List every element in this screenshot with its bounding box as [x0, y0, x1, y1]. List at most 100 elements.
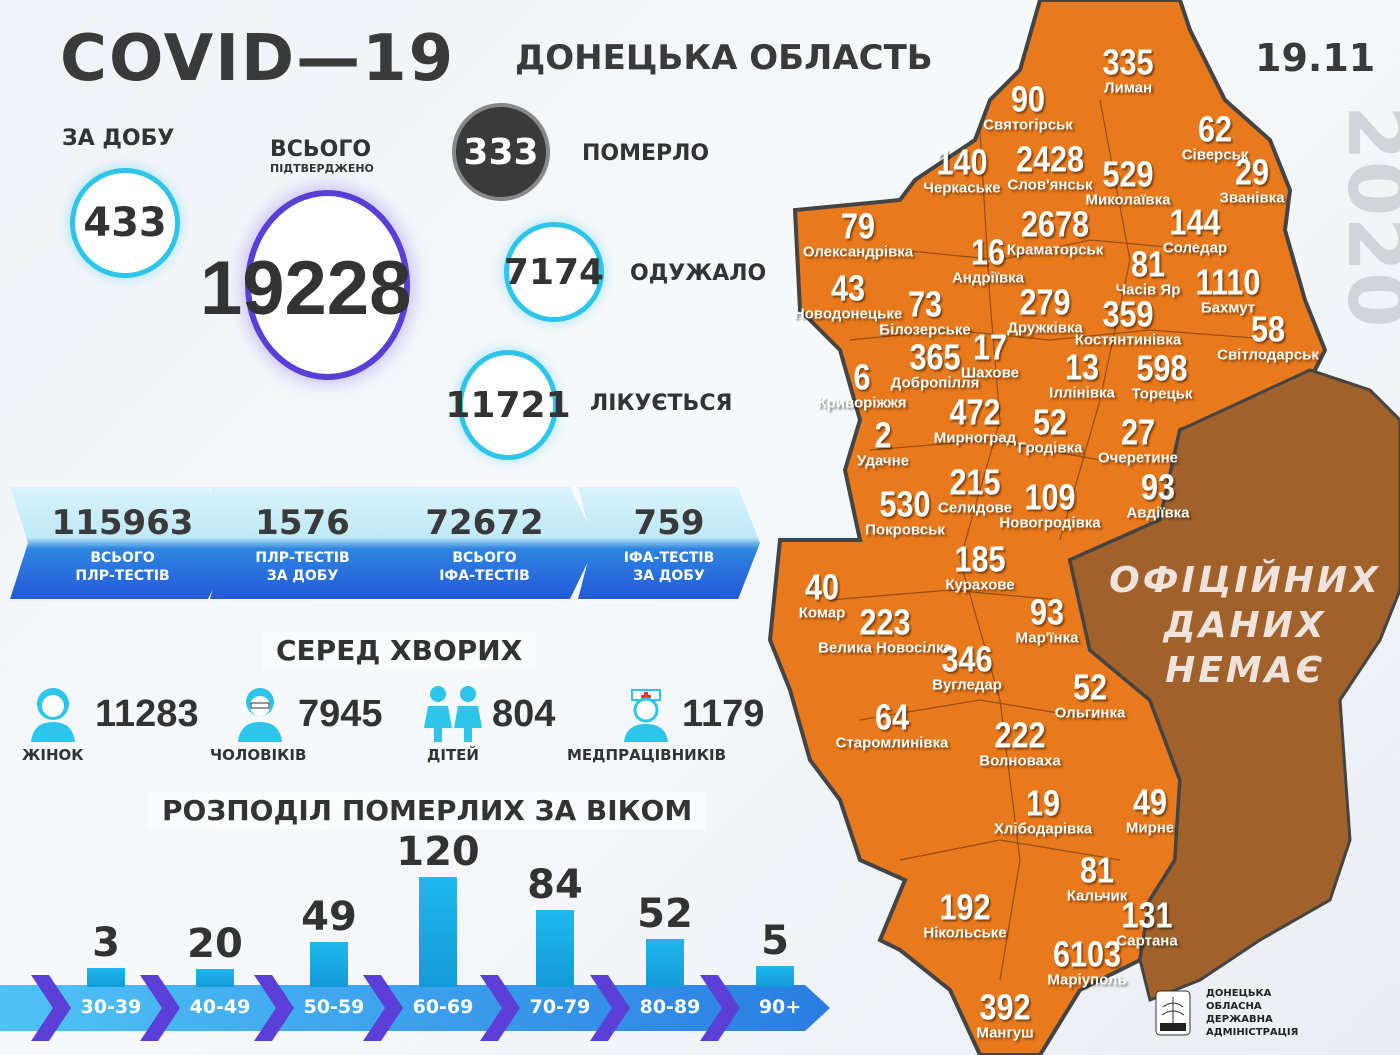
test-caption: ЗА ДОБУ [266, 568, 339, 584]
region-value: 81 [1130, 243, 1166, 285]
bar-value-label: 49 [301, 893, 357, 940]
died-value: 333 [452, 103, 550, 201]
region-value: 27 [1120, 411, 1156, 453]
region-value: 13 [1064, 346, 1100, 388]
region-value: 90 [1010, 78, 1046, 120]
bar-50-59 [310, 941, 348, 987]
region-value: 335 [1102, 41, 1154, 83]
region-name: Нікольське [923, 924, 1007, 942]
logo-text: ДЕРЖАВНА [1206, 1014, 1273, 1025]
map-region-label: 109 Новогродівка [999, 476, 1100, 531]
region-name: Мангуш [976, 1024, 1034, 1042]
region-name: Олександрівка [802, 243, 914, 261]
map-region-label: 6103 Маріуполь [1047, 936, 1127, 989]
region-value: 472 [949, 391, 1001, 433]
map-region-label: 40 Комар [798, 569, 846, 622]
region-name: Іллінівка [1049, 384, 1115, 402]
age-category-label: 50-59 [303, 996, 365, 1018]
region-name: Маріуполь [1047, 971, 1127, 989]
region-value: 192 [939, 886, 991, 928]
region-name: Слов'янськ [1007, 176, 1093, 194]
map-region-label: 49 Мирне [1125, 781, 1175, 837]
region-name: Костянтинівка [1074, 331, 1182, 349]
region-value: 346 [941, 638, 993, 680]
test-value: 115963 [51, 503, 194, 543]
region-name: Курахове [945, 576, 1015, 594]
age-axis-bar [0, 985, 830, 1031]
test-caption: ВСЬОГО [90, 550, 155, 566]
daily-value: 433 [70, 168, 180, 278]
report-date: 19.11 [1255, 36, 1376, 80]
region-value: 52 [1072, 666, 1108, 708]
region-name: Сіверськ [1181, 146, 1249, 164]
region-name: Авдіївка [1126, 504, 1190, 522]
region-value: 49 [1132, 781, 1168, 823]
map-region-label: 131 Сартана [1116, 897, 1177, 949]
test-caption: ІФА-ТЕСТІВ [623, 550, 715, 566]
region-value: 109 [1024, 476, 1076, 518]
region-name: Андріївка [951, 269, 1025, 287]
bar-60-69 [419, 876, 457, 987]
region-name: Велика Новосілка [818, 639, 952, 657]
region-name: Селидове [938, 499, 1012, 517]
region-name: Волноваха [979, 752, 1061, 770]
children-label: ДІТЕЙ [427, 746, 479, 764]
test-caption: ЗА ДОБУ [633, 568, 705, 584]
region-name: Комар [798, 604, 846, 622]
test-banner: 1576 ПЛР-ТЕСТІВ ЗА ДОБУ [210, 487, 395, 599]
region-name: Мирне [1125, 819, 1175, 837]
map-region-label: 13 Іллінівка [1049, 346, 1115, 402]
map-region-label: 192 Нікольське [923, 886, 1007, 942]
region-value: 64 [874, 696, 910, 738]
logo-text: ОБЛАСНА [1206, 1001, 1262, 1012]
bar-80-89 [646, 939, 684, 987]
region-name: Торецьк [1131, 385, 1193, 403]
women-value: 11283 [95, 693, 199, 735]
region-value: 2 [874, 414, 892, 456]
region-value: 185 [954, 538, 1006, 580]
logo-text: АДМІНІСТРАЦІЯ [1206, 1027, 1299, 1038]
year-watermark: 2020 [1330, 105, 1400, 328]
map-region-label: 140 Черкаське [923, 141, 1000, 196]
map-region-label: 17 Шахове [961, 326, 1019, 382]
region-name: Мирноград [933, 429, 1017, 447]
test-caption: ПЛР-ТЕСТІВ [255, 550, 350, 566]
region-value: 140 [936, 141, 988, 183]
men-value: 7945 [298, 693, 383, 735]
map-region-label: 144 Соледар [1162, 204, 1228, 257]
region-value: 2428 [1015, 138, 1085, 180]
region-value: 81 [1079, 849, 1115, 891]
region-value: 17 [972, 326, 1008, 368]
region-value: 16 [970, 231, 1006, 273]
map-region-label: 223 Велика Новосілка [818, 604, 952, 657]
bar-30-39 [87, 968, 125, 987]
age-category-label: 30-39 [80, 996, 142, 1018]
test-banner: 759 ІФА-ТЕСТІВ ЗА ДОБУ [578, 487, 760, 599]
test-banner: 115963 ВСЬОГО ПЛР-ТЕСТІВ [10, 487, 235, 599]
bar-value-label: 52 [637, 891, 693, 938]
region-name: Шахове [961, 364, 1019, 382]
chart-title: РОЗПОДІЛ ПОМЕРЛИХ ЗА ВІКОМ [148, 792, 707, 829]
region-name: Мар'їнка [1015, 629, 1079, 647]
region-value: 93 [1140, 466, 1176, 508]
bar-value-label: 5 [761, 918, 789, 965]
region-value: 279 [1019, 281, 1071, 323]
medics-value: 1179 [682, 693, 765, 735]
coat-of-arms-icon [1155, 990, 1191, 1036]
region-name: Новодонецьке [793, 305, 903, 323]
woman-icon [31, 688, 75, 742]
map-region-label: 19 Хлібодарівка [994, 785, 1092, 837]
region-name: Лиман [1103, 79, 1153, 97]
region-name: Соледар [1162, 239, 1228, 257]
map-region-label: 530 Покровськ [865, 486, 945, 538]
region-name: Ольгинка [1054, 704, 1126, 722]
map-region-label: 2428 Слов'янськ [1007, 138, 1093, 194]
region-value: 529 [1102, 153, 1154, 195]
map-region-label: 1110 Бахмут [1190, 264, 1266, 316]
region-name: Часів Яр [1115, 281, 1181, 299]
region-value: 62 [1197, 108, 1233, 150]
map-region-label: 365 Добропілля [891, 339, 980, 391]
map-region-label: 81 Часів Яр [1115, 243, 1181, 299]
region-name: Старомлинівка [835, 734, 949, 752]
